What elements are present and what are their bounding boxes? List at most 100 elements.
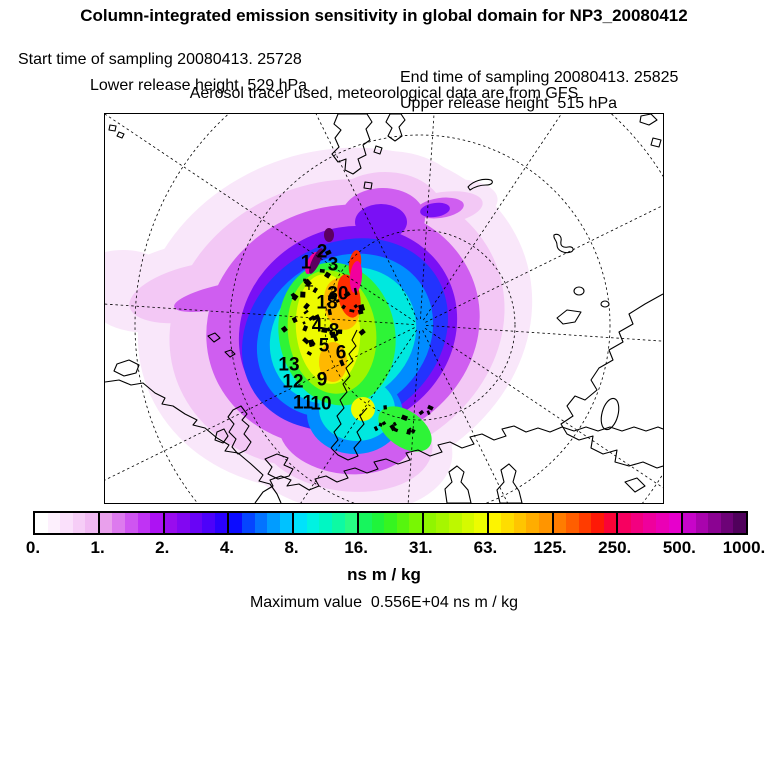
coast-speck xyxy=(353,303,359,309)
coast-speck xyxy=(353,287,358,296)
coast-topleft-speck-2 xyxy=(116,131,125,139)
colorbar-tick-label: 500. xyxy=(662,538,696,557)
plume-level-7 xyxy=(378,406,432,452)
coast-speck xyxy=(381,420,387,426)
arctic-archipelago-specks xyxy=(280,249,434,435)
coast-speck xyxy=(358,304,366,312)
coast-iceland xyxy=(113,359,140,377)
trajectory-label-4: 4 xyxy=(312,316,323,337)
coast-speck xyxy=(328,292,335,299)
plume-level-9 xyxy=(351,397,375,421)
colorbar-step xyxy=(603,513,617,533)
coast-baltic xyxy=(330,407,368,461)
colorbar-step xyxy=(488,513,502,533)
colorbar-step xyxy=(474,513,487,533)
coast-hook-island xyxy=(553,233,574,254)
colorbar-step xyxy=(47,513,61,533)
colorbar-block xyxy=(35,513,98,533)
colorbar-step xyxy=(566,513,579,533)
coast-speck xyxy=(306,350,313,356)
colorbar-step xyxy=(683,513,696,533)
colorbar-step xyxy=(242,513,255,533)
coast-east-landmass xyxy=(560,293,663,469)
coast-speck xyxy=(335,299,340,303)
coast-se-island xyxy=(624,477,646,493)
colorbar-step xyxy=(720,513,734,533)
colorbar-step xyxy=(279,513,293,533)
coast-speck xyxy=(280,325,288,333)
trajectory-label-6: 6 xyxy=(336,343,347,364)
colorbar-tick-label: 250. xyxy=(598,538,632,557)
colorbar-block xyxy=(681,513,746,533)
colorbar-step xyxy=(513,513,527,533)
colorbar-step xyxy=(553,513,567,533)
coast-speck xyxy=(392,421,397,427)
coast-peninsula-2 xyxy=(496,463,523,503)
colorbar-step xyxy=(396,513,410,533)
coast-speck xyxy=(308,340,316,348)
plume-level-2 xyxy=(174,280,276,312)
coast-island-ne xyxy=(385,114,406,142)
coast-atlantic xyxy=(105,379,282,503)
coast-speck xyxy=(349,309,355,313)
colorbar-step xyxy=(578,513,592,533)
colorbar-step xyxy=(331,513,345,533)
end-time-text: End time of sampling 20080413. 25825 xyxy=(400,69,679,86)
colorbar-block xyxy=(551,513,617,533)
trajectory-label-30: 30 xyxy=(327,284,348,305)
colorbar-step xyxy=(229,513,242,533)
colorbar-step xyxy=(319,513,332,533)
colorbar-step xyxy=(591,513,604,533)
coast-speck xyxy=(327,308,333,316)
trajectory-label-18: 18 xyxy=(316,293,337,314)
coast-speck xyxy=(383,405,388,410)
coast-speck xyxy=(321,327,328,334)
colorbar-step xyxy=(60,513,73,533)
plume-level-13 xyxy=(309,248,323,274)
colorbar-step xyxy=(733,513,746,533)
coast-islet-1 xyxy=(373,145,383,155)
upper-release-text: Upper release height 515 hPa xyxy=(400,95,618,112)
unit-label: ns m / kg xyxy=(347,565,421,584)
colorbar-tick-label: 8. xyxy=(284,538,299,557)
emission-plume-shading xyxy=(105,147,533,503)
coast-speck xyxy=(339,359,345,367)
colorbar-block xyxy=(616,513,682,533)
colorbar-block xyxy=(97,513,163,533)
latlon-graticule xyxy=(105,114,663,503)
start-time-text: Start time of sampling 20080413. 25728 xyxy=(18,51,302,68)
trajectory-label-5: 5 xyxy=(319,336,330,357)
coast-speck xyxy=(378,422,383,427)
plot-title: Column-integrated emission sensitivity i… xyxy=(80,6,688,25)
plume-level-13 xyxy=(324,228,334,242)
colorbar-tick-label: 0. xyxy=(25,538,41,557)
coast-ireland xyxy=(214,428,229,444)
colorbar-block xyxy=(292,513,358,533)
colorbar-step xyxy=(436,513,449,533)
coast-norway xyxy=(330,329,358,449)
coast-speck xyxy=(302,321,306,325)
coast-speck xyxy=(330,331,336,338)
trajectory-label-11: 11 xyxy=(293,393,314,414)
latitude-circle xyxy=(324,229,516,421)
colorbar-step xyxy=(449,513,462,533)
trajectory-label-12: 12 xyxy=(282,372,303,393)
coast-small-oval-1 xyxy=(573,286,585,296)
coast-speck xyxy=(324,249,332,256)
colorbar-block xyxy=(421,513,487,533)
coast-speck xyxy=(302,325,309,332)
colorbar-tick-label: 1000. xyxy=(722,538,766,557)
colorbar-tick-label: 4. xyxy=(219,538,234,557)
sampling-times-line: Start time of sampling 20080413. 25728 E… xyxy=(0,33,768,105)
coast-speck xyxy=(303,278,312,287)
colorbar-tick-label: 31. xyxy=(408,538,433,557)
coast-thin-island xyxy=(467,178,493,191)
colorbar-block xyxy=(227,513,293,533)
colorbar-step xyxy=(656,513,669,533)
coast-speck xyxy=(303,309,309,315)
colorbar-step xyxy=(306,513,320,533)
colorbar-step xyxy=(526,513,539,533)
colorbar-step xyxy=(538,513,552,533)
map-frame: 1 2 3 30 18 4 8 5 6 13 12 9 11 10 + xyxy=(104,113,664,504)
